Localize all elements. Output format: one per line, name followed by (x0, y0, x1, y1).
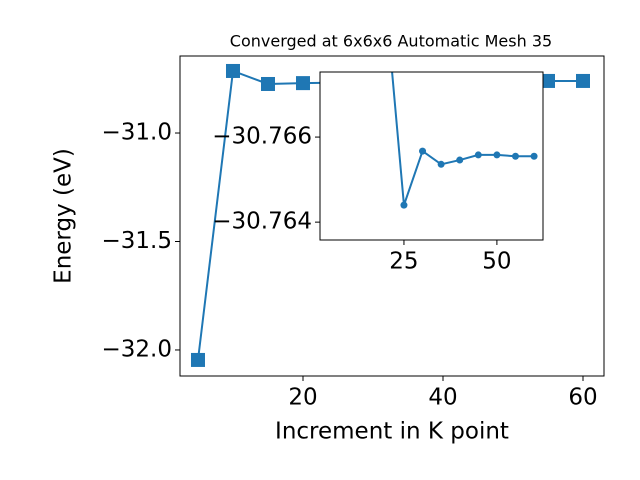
x-tick-label: 40 (428, 385, 457, 411)
marker (400, 201, 408, 209)
marker (190, 352, 205, 367)
marker (530, 152, 538, 160)
x-axis-label: Increment in K point (275, 419, 509, 445)
y-tick-label: −30.766 (212, 124, 312, 150)
x-tick-label: 50 (482, 249, 511, 275)
y-tick-label: −30.764 (212, 209, 312, 235)
marker (511, 152, 519, 160)
chart-title: Converged at 6x6x6 Automatic Mesh 35 (230, 32, 552, 51)
y-axis-label: Energy (eV) (51, 148, 77, 284)
y-tick-label: −32.0 (102, 336, 172, 362)
marker (260, 76, 275, 91)
y-tick-label: −31.0 (102, 120, 172, 146)
marker (456, 156, 464, 164)
marker (575, 73, 590, 88)
x-tick-label: 60 (568, 385, 597, 411)
marker (225, 63, 240, 78)
marker (540, 73, 555, 88)
marker (419, 147, 427, 155)
marker (493, 151, 501, 159)
marker (474, 151, 482, 159)
plot-area (391, 72, 538, 209)
y-tick-label: −31.5 (102, 228, 172, 254)
marker (295, 76, 310, 91)
marker (437, 160, 445, 168)
axes-frame (179, 55, 605, 377)
x-tick-label: 25 (389, 249, 418, 275)
x-tick-label: 20 (288, 385, 317, 411)
axes-frame (319, 71, 544, 241)
